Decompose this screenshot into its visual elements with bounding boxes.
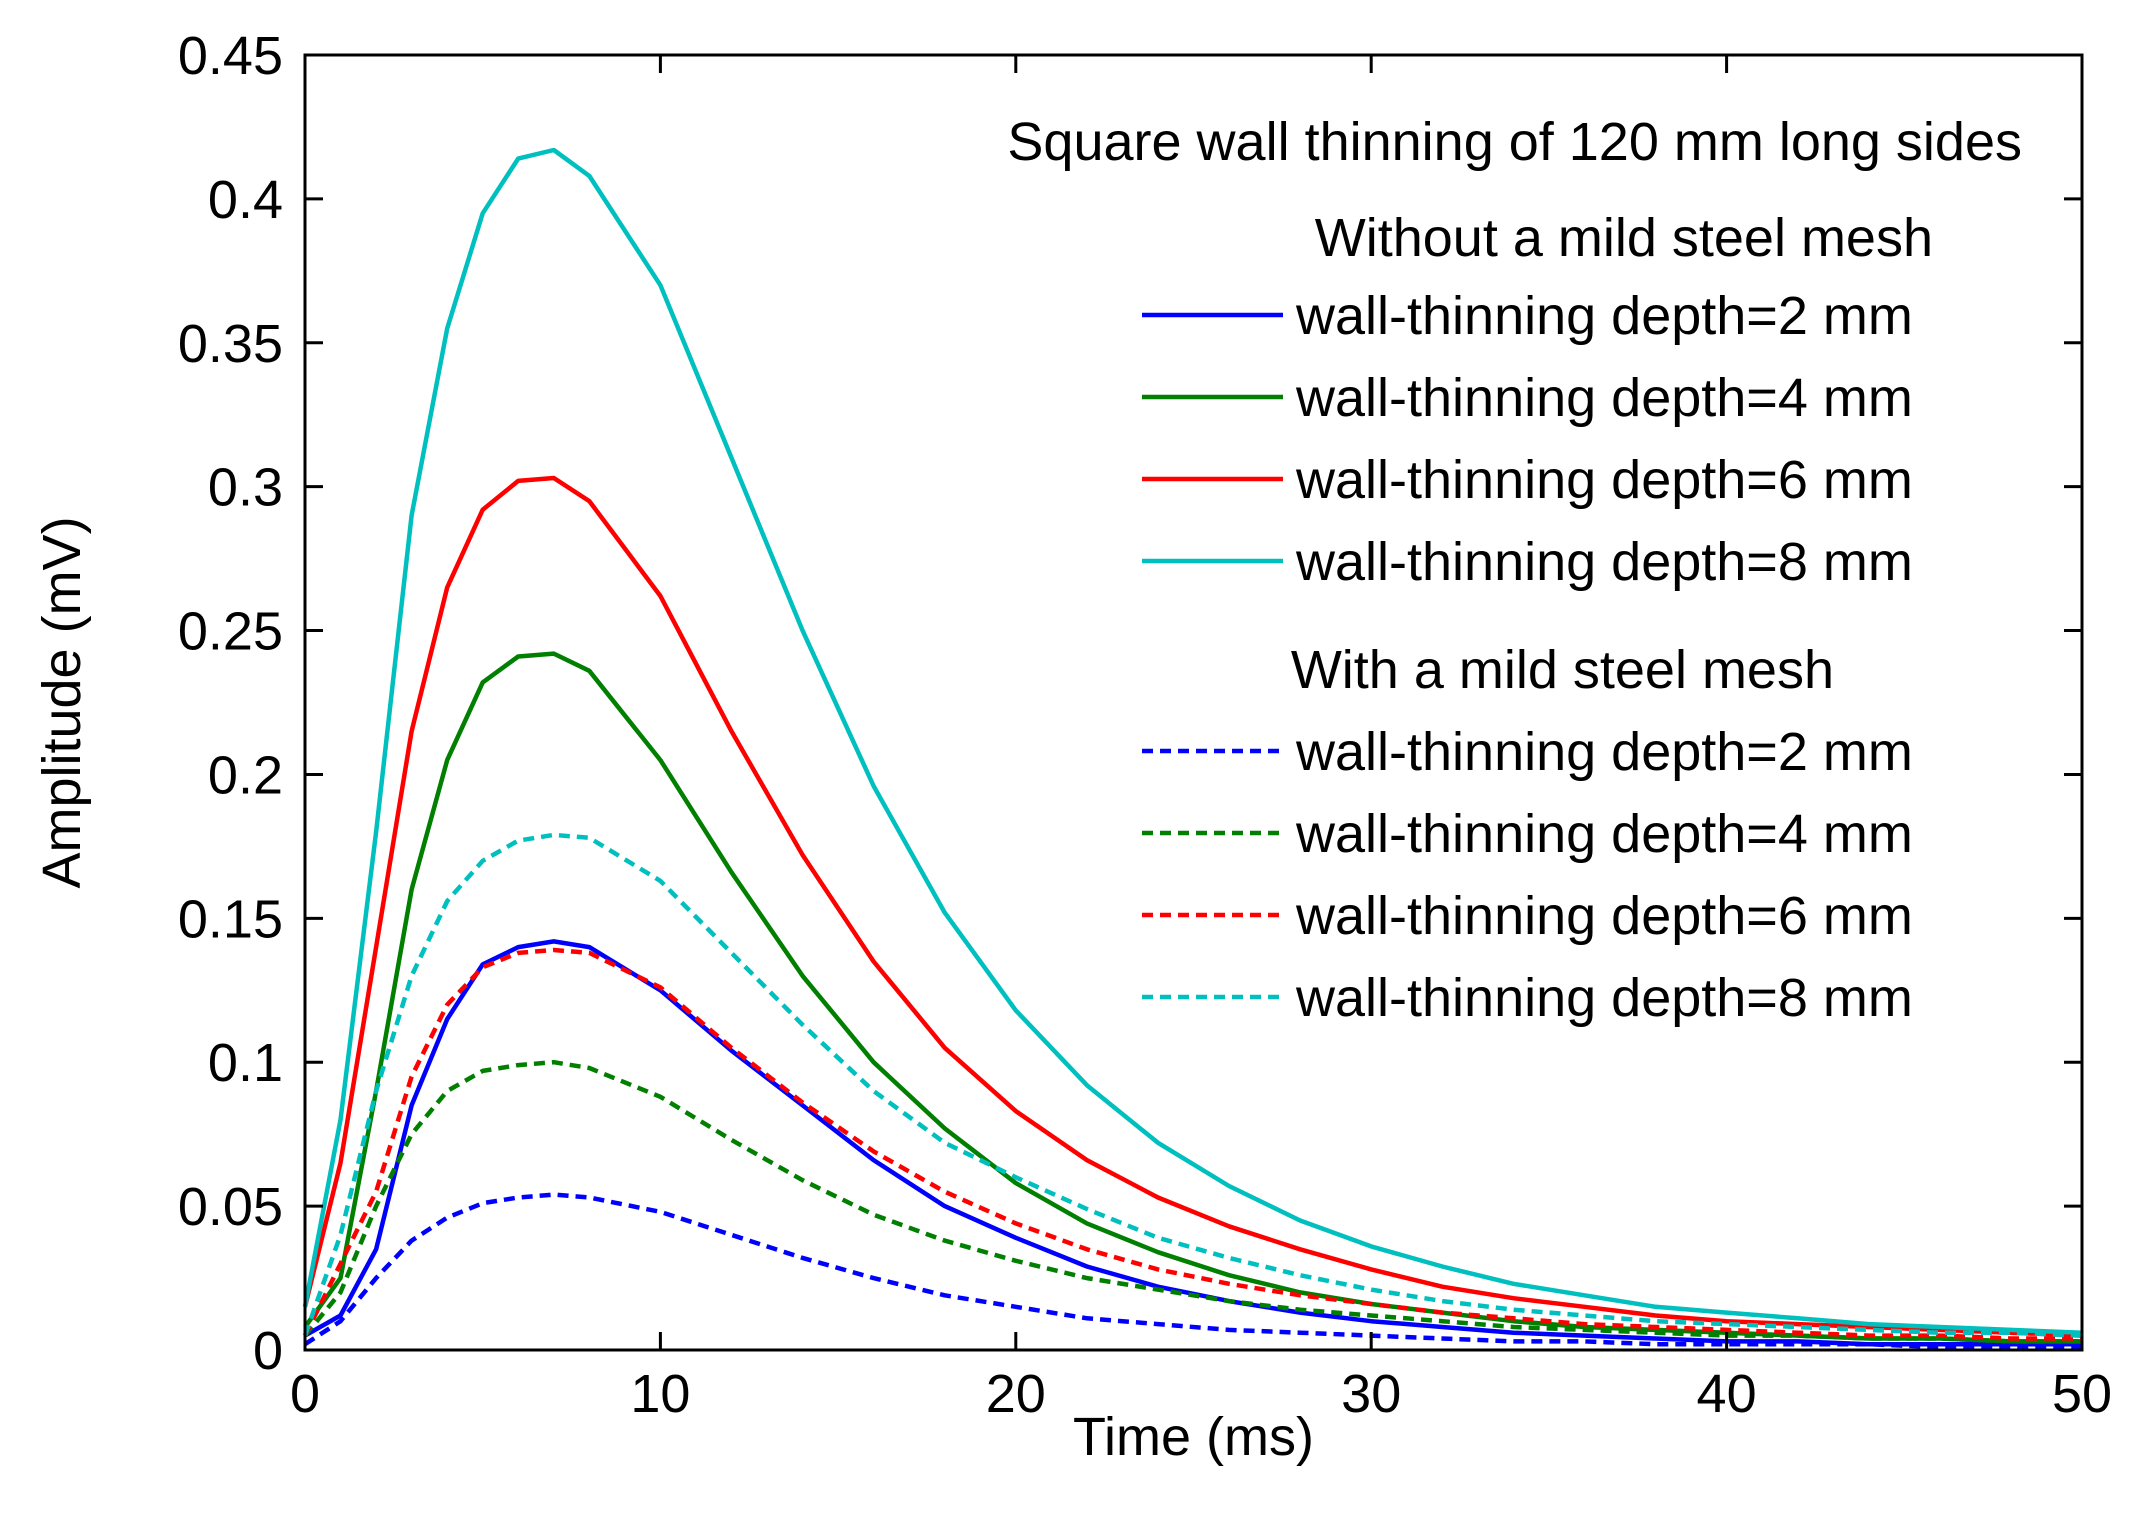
series-line-2 [302, 475, 2083, 1338]
legend-label: wall-thinning depth=8 mm [1295, 532, 1913, 592]
series-line-3 [302, 147, 2083, 1335]
legend-header: Square wall thinning of 120 mm long side… [1007, 112, 2022, 172]
y-tick-label: 0.3 [208, 458, 283, 518]
legend-label: wall-thinning depth=4 mm [1295, 368, 1913, 428]
x-tick-label: 0 [290, 1364, 320, 1424]
legend-group-title-without-mesh: Without a mild steel mesh [1315, 208, 1933, 268]
y-tick-label: 0.05 [178, 1177, 283, 1237]
y-tick-label: 0 [253, 1321, 283, 1381]
legend-label: wall-thinning depth=6 mm [1295, 450, 1913, 510]
legend-label: wall-thinning depth=4 mm [1295, 804, 1913, 864]
series-line-6 [302, 947, 2082, 1341]
y-tick-label: 0.35 [178, 314, 283, 374]
y-tick-label: 0.15 [178, 889, 283, 949]
y-tick-label: 0.2 [208, 745, 283, 805]
series-line-1 [303, 651, 2082, 1344]
y-tick-label: 0.4 [208, 170, 283, 230]
legend-label: wall-thinning depth=8 mm [1295, 968, 1913, 1028]
series-layer [302, 147, 2083, 1350]
series-line-5 [303, 1059, 2082, 1344]
x-tick-label: 50 [2052, 1364, 2112, 1424]
x-tick-label: 20 [986, 1364, 1046, 1424]
y-tick-label: 0.1 [208, 1033, 283, 1093]
plot-area-frame [303, 53, 2084, 1352]
y-tick-label: 0.25 [178, 602, 283, 662]
legend-label: wall-thinning depth=6 mm [1295, 886, 1913, 946]
legend-group-title-with-mesh: With a mild steel mesh [1291, 640, 1834, 700]
x-axis-title: Time (ms) [1073, 1407, 1314, 1467]
ticks-layer: 0 10 20 30 40 50 0 0.05 0.1 0.15 0.2 0.25 0.3 0.35 0.4… [178, 26, 2112, 1424]
x-tick-label: 10 [630, 1364, 690, 1424]
x-tick-label: 30 [1341, 1364, 1401, 1424]
y-tick-label: 0.45 [178, 26, 283, 86]
legend-label: wall-thinning depth=2 mm [1295, 722, 1913, 782]
legend: Square wall thinning of 120 mm long side… [1007, 112, 2022, 1028]
series-line-4 [303, 1192, 2082, 1350]
x-tick-label: 40 [1697, 1364, 1757, 1424]
series-line-7 [302, 832, 2083, 1338]
legend-label: wall-thinning depth=2 mm [1295, 286, 1913, 346]
y-axis-title: Amplitude (mV) [32, 516, 92, 888]
